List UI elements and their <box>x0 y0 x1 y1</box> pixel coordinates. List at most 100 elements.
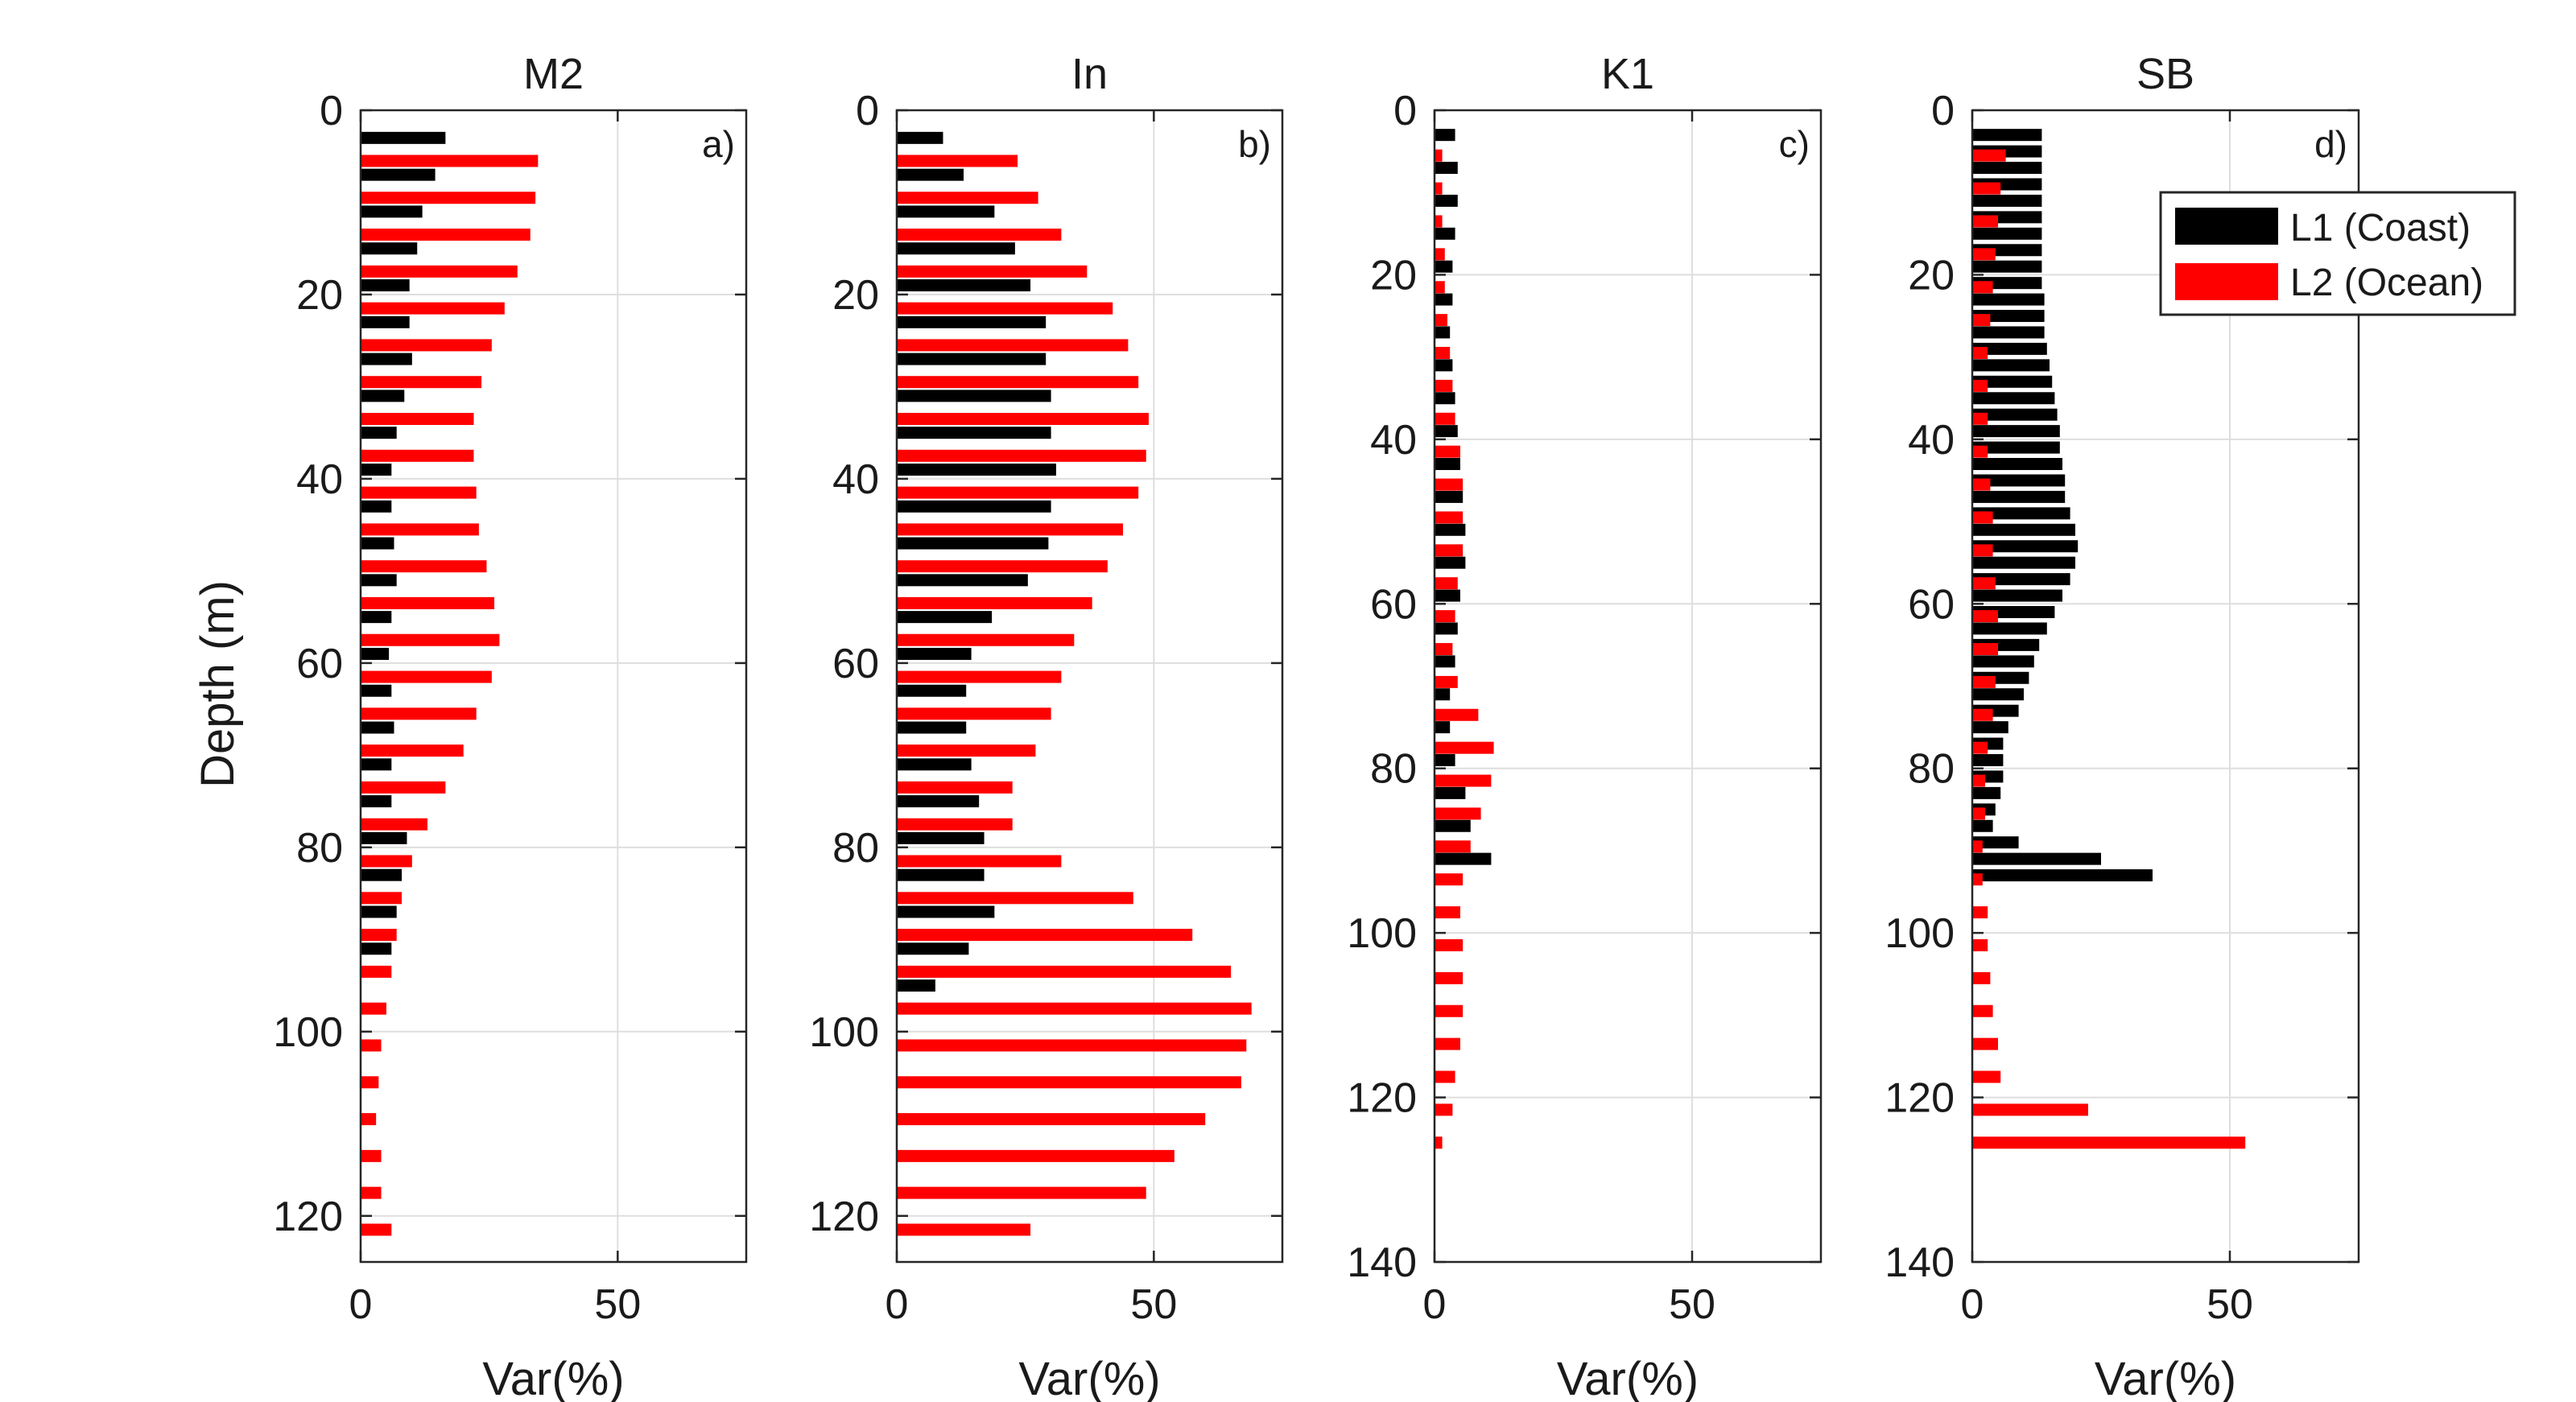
x-axis-label: Var(%) <box>482 1353 624 1402</box>
bar-l2-ocean <box>1972 774 1985 787</box>
bar-l2-ocean <box>361 192 536 204</box>
bar-l1-coast <box>897 611 993 624</box>
bar-l1-coast <box>361 611 392 624</box>
x-axis-label: Var(%) <box>1557 1353 1699 1402</box>
bar-l1-coast <box>361 868 402 881</box>
y-tick-label: 100 <box>1885 910 1955 957</box>
bar-l1-coast <box>897 721 967 734</box>
y-tick-label: 60 <box>1908 581 1955 628</box>
bar-l1-coast <box>1435 753 1455 766</box>
bar-l2-ocean <box>1972 675 1996 688</box>
bar-l1-coast <box>1435 556 1466 569</box>
panel-label: d) <box>2314 123 2347 165</box>
y-tick-label: 20 <box>1370 252 1417 299</box>
bar-l2-ocean <box>897 265 1088 278</box>
y-tick-label: 40 <box>296 456 343 503</box>
bar-l2-ocean <box>1972 314 1991 327</box>
bar-l2-ocean <box>1972 544 1993 557</box>
bar-l2-ocean <box>361 229 530 241</box>
x-tick-label: 50 <box>594 1281 641 1328</box>
bar-l1-coast <box>361 758 392 771</box>
bar-l2-ocean <box>1435 182 1443 195</box>
bar-l1-coast <box>361 500 392 513</box>
bar-l2-ocean <box>361 302 505 315</box>
bar-l1-coast <box>897 979 935 992</box>
bar-l1-coast <box>361 537 394 550</box>
bar-l2-ocean <box>1972 610 1998 623</box>
bar-l2-ocean <box>1435 1004 1463 1017</box>
x-tick-label: 0 <box>1423 1281 1447 1328</box>
y-tick-label: 60 <box>832 641 879 687</box>
bar-l1-coast <box>897 205 995 218</box>
bar-l2-ocean <box>1435 807 1481 820</box>
bar-l2-ocean <box>897 596 1092 609</box>
bar-l2-ocean <box>1972 1037 1998 1050</box>
bar-l1-coast <box>897 647 972 660</box>
bar-l1-coast <box>1435 786 1466 799</box>
bar-l1-coast <box>361 279 410 292</box>
bar-l1-coast <box>1972 425 2060 438</box>
panel-title: K1 <box>1601 50 1654 98</box>
bar-l2-ocean <box>1435 610 1455 623</box>
bar-l1-coast <box>897 795 980 808</box>
bar-l1-coast <box>361 795 392 808</box>
bar-l2-ocean <box>897 1223 1031 1236</box>
bar-l2-ocean <box>897 781 1013 794</box>
bar-l1-coast <box>897 279 1031 292</box>
bar-l2-ocean <box>1435 938 1463 951</box>
y-tick-label: 0 <box>1393 88 1417 134</box>
bar-l2-ocean <box>1972 281 1993 294</box>
bar-l1-coast <box>897 168 964 181</box>
bar-l1-coast <box>1972 507 2070 520</box>
bar-l2-ocean <box>361 1113 377 1126</box>
x-tick-label: 0 <box>886 1281 909 1328</box>
y-tick-label: 40 <box>1908 417 1955 464</box>
bar-l2-ocean <box>1972 807 1985 820</box>
bar-l2-ocean <box>897 376 1139 389</box>
bar-l1-coast <box>1972 326 2045 339</box>
bar-l2-ocean <box>897 707 1051 720</box>
bar-l1-coast <box>1972 753 2004 766</box>
y-tick-label: 20 <box>296 272 343 319</box>
bar-l1-coast <box>1972 836 2019 849</box>
y-tick-label: 140 <box>1885 1239 1955 1286</box>
y-tick-label: 100 <box>809 1009 879 1056</box>
bar-l2-ocean <box>897 929 1193 942</box>
bar-l2-ocean <box>361 892 402 905</box>
bar-l2-ocean <box>361 339 492 352</box>
y-axis-label: Depth (m) <box>192 580 244 788</box>
bar-l2-ocean <box>897 633 1075 646</box>
bar-l2-ocean <box>1972 511 1993 524</box>
bar-l2-ocean <box>361 155 539 167</box>
bar-l2-ocean <box>1435 906 1460 919</box>
bar-l1-coast <box>361 242 418 255</box>
bar-l2-ocean <box>897 965 1232 978</box>
bar-l2-ocean <box>361 523 479 536</box>
bar-l1-coast <box>1435 688 1451 701</box>
bar-l2-ocean <box>1972 840 1983 853</box>
bar-l2-ocean <box>897 1149 1174 1162</box>
legend-swatch-l2 <box>2175 263 2278 300</box>
bar-l2-ocean <box>1972 1103 2088 1116</box>
bar-l2-ocean <box>361 596 495 609</box>
bar-l2-ocean <box>1435 840 1471 853</box>
y-tick-label: 120 <box>1347 1075 1417 1122</box>
bar-l2-ocean <box>1435 511 1463 524</box>
bar-l1-coast <box>1435 852 1492 865</box>
bar-l1-coast <box>361 353 412 365</box>
bar-l2-ocean <box>897 670 1062 683</box>
bar-l2-ocean <box>1972 215 1998 228</box>
bar-l2-ocean <box>897 155 1018 167</box>
bar-l2-ocean <box>1972 182 2001 195</box>
bar-l1-coast <box>1972 129 2042 142</box>
bar-l1-coast <box>1435 326 1451 339</box>
bar-l2-ocean <box>361 929 397 942</box>
bar-l2-ocean <box>361 376 482 389</box>
bar-l1-coast <box>1972 342 2047 355</box>
bar-l2-ocean <box>1972 1070 2001 1083</box>
bar-l1-coast <box>1972 194 2042 207</box>
bar-l2-ocean <box>1435 379 1453 392</box>
bar-l1-coast <box>1435 655 1455 668</box>
